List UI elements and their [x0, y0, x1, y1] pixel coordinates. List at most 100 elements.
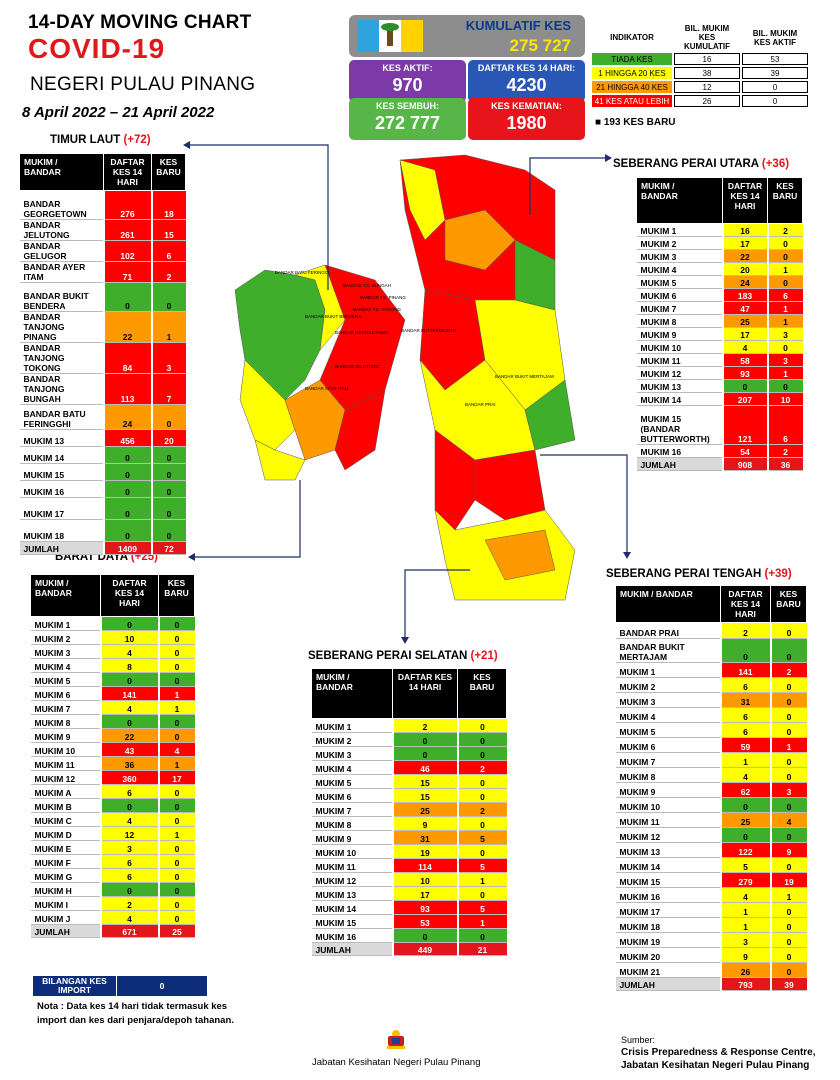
cases-14day-cell: 0 — [102, 480, 152, 498]
cases-14day-cell: 22 — [102, 311, 152, 343]
cases-14day-cell: 16 — [721, 223, 768, 237]
cases-14day-cell: 17 — [391, 886, 458, 901]
new-cases-cell: 3 — [766, 353, 803, 367]
total-area: JUMLAH — [311, 942, 393, 956]
total-row: JUMLAH 671 25 — [30, 924, 195, 938]
area-name: MUKIM 15 (BANDAR BUTTERWORTH) — [636, 405, 723, 445]
cases-14day-cell: 19 — [391, 844, 458, 859]
table-row: MUKIM 1 141 2 — [615, 662, 807, 678]
cases-14day-cell: 141 — [99, 686, 159, 701]
table-row: MUKIM 13 17 0 — [311, 886, 507, 901]
cases-14day-cell: 0 — [719, 638, 771, 663]
jata-crest-icon — [383, 1025, 409, 1051]
area-name: MUKIM 16 — [311, 928, 393, 943]
table-row: MUKIM 11 36 1 — [30, 756, 195, 771]
area-name: MUKIM 7 — [615, 752, 721, 768]
map-region — [524, 379, 576, 451]
table-row: BANDAR TANJONG TOKONG 84 3 — [19, 342, 186, 374]
island-map — [234, 264, 406, 481]
area-name: MUKIM 12 — [636, 366, 723, 380]
section-title-timur-laut: TIMUR LAUT (+72) — [50, 134, 151, 146]
column-header: DAFTAR KES 14 HARI — [103, 153, 152, 191]
cases-14day-cell: 279 — [719, 872, 771, 888]
table-row: MUKIM 17 0 0 — [19, 497, 186, 520]
area-name: MUKIM 5 — [30, 672, 101, 687]
mainland-map — [399, 154, 576, 601]
table-row: MUKIM 4 20 1 — [636, 262, 803, 276]
cases-14day-cell: 25 — [391, 802, 458, 817]
new-cases-cell: 0 — [150, 463, 186, 481]
cases-14day-cell: 25 — [719, 812, 771, 828]
area-name: MUKIM 12 — [615, 827, 721, 843]
area-name: MUKIM 11 — [311, 858, 393, 873]
cases-14day-cell: 5 — [719, 857, 771, 873]
map-label: BANDAR GEORGETOWN — [335, 330, 388, 335]
table-row: MUKIM 10 19 0 — [311, 844, 507, 859]
legend-value: 53 — [742, 53, 808, 65]
new-cases-cell: 0 — [150, 519, 186, 542]
table-row: MUKIM 14 5 0 — [615, 857, 807, 873]
area-name: MUKIM 10 — [311, 844, 393, 859]
map-region — [399, 159, 446, 241]
table-row: MUKIM 21 26 0 — [615, 962, 807, 978]
new-cases-cell: 5 — [456, 830, 507, 845]
new-cases-cell: 0 — [769, 827, 807, 843]
table-row: MUKIM 11 25 4 — [615, 812, 807, 828]
area-name: MUKIM 2 — [615, 677, 721, 693]
new-cases-cell: 0 — [157, 630, 195, 645]
cases-14day-cell: 8 — [99, 658, 159, 673]
legend-label: 41 KES ATAU LEBIH — [592, 95, 672, 107]
cases-14day-cell: 6 — [719, 707, 771, 723]
cases-14day-cell: 0 — [391, 732, 458, 747]
cases-14day-cell: 22 — [721, 249, 768, 263]
area-name: MUKIM 14 — [636, 392, 723, 406]
new-cases-cell: 0 — [157, 798, 195, 813]
area-name: MUKIM 14 — [19, 446, 104, 464]
area-name: MUKIM 9 — [30, 728, 101, 743]
total-baru: 39 — [769, 977, 807, 991]
new-cases-cell: 1 — [150, 311, 186, 343]
deaths-box: KES KEMATIAN: 1980 — [468, 98, 585, 140]
cases-14day-cell: 4 — [99, 910, 159, 925]
new-cases-cell: 3 — [150, 342, 186, 374]
table-row: MUKIM 10 43 4 — [30, 742, 195, 757]
new-cases-cell: 15 — [150, 219, 186, 241]
map-label: BANDAR TG. TOKONG — [353, 307, 402, 312]
map-region — [484, 529, 556, 581]
area-name: BANDAR AYER ITAM — [19, 261, 104, 283]
cases-14day-cell: 62 — [719, 782, 771, 798]
cases-14day-cell: 15 — [391, 788, 458, 803]
state-name: NEGERI PULAU PINANG — [30, 74, 256, 95]
table-row: MUKIM 12 10 1 — [311, 872, 507, 887]
new-cases-cell: 0 — [766, 249, 803, 263]
table-row: MUKIM D 12 1 — [30, 826, 195, 841]
total-row: JUMLAH 793 39 — [615, 977, 807, 991]
cases-14day-cell: 4 — [99, 700, 159, 715]
table-row: MUKIM 6 15 0 — [311, 788, 507, 803]
total-area: JUMLAH — [19, 541, 104, 555]
table-row: BANDAR AYER ITAM 71 2 — [19, 261, 186, 283]
cases-14day-cell: 4 — [719, 887, 771, 903]
table-row: BANDAR BATU FERINGGHI 24 0 — [19, 404, 186, 430]
cases-14day-cell: 183 — [721, 288, 768, 302]
area-name: MUKIM 4 — [30, 658, 101, 673]
area-name: MUKIM 4 — [311, 760, 393, 775]
column-header: MUKIM / BANDAR — [19, 153, 104, 191]
new-cases-cell: 0 — [157, 812, 195, 827]
table-sps: MUKIM / BANDAR DAFTAR KES 14 HARI KES BARU… — [311, 668, 507, 956]
total-baru: 21 — [456, 942, 507, 956]
column-header: KES BARU — [770, 585, 807, 623]
legend-value: 16 — [674, 53, 740, 65]
table-row: MUKIM 19 3 0 — [615, 932, 807, 948]
area-name: MUKIM 16 — [636, 444, 723, 458]
new-cases-cell: 0 — [769, 797, 807, 813]
cases-14day-cell: 2 — [719, 622, 771, 639]
table-row: MUKIM 20 9 0 — [615, 947, 807, 963]
area-name: MUKIM A — [30, 784, 101, 799]
table-row: MUKIM 12 0 0 — [615, 827, 807, 843]
new-cases-cell: 20 — [150, 429, 186, 447]
cases-14day-cell: 43 — [99, 742, 159, 757]
area-name: MUKIM 12 — [30, 770, 101, 785]
